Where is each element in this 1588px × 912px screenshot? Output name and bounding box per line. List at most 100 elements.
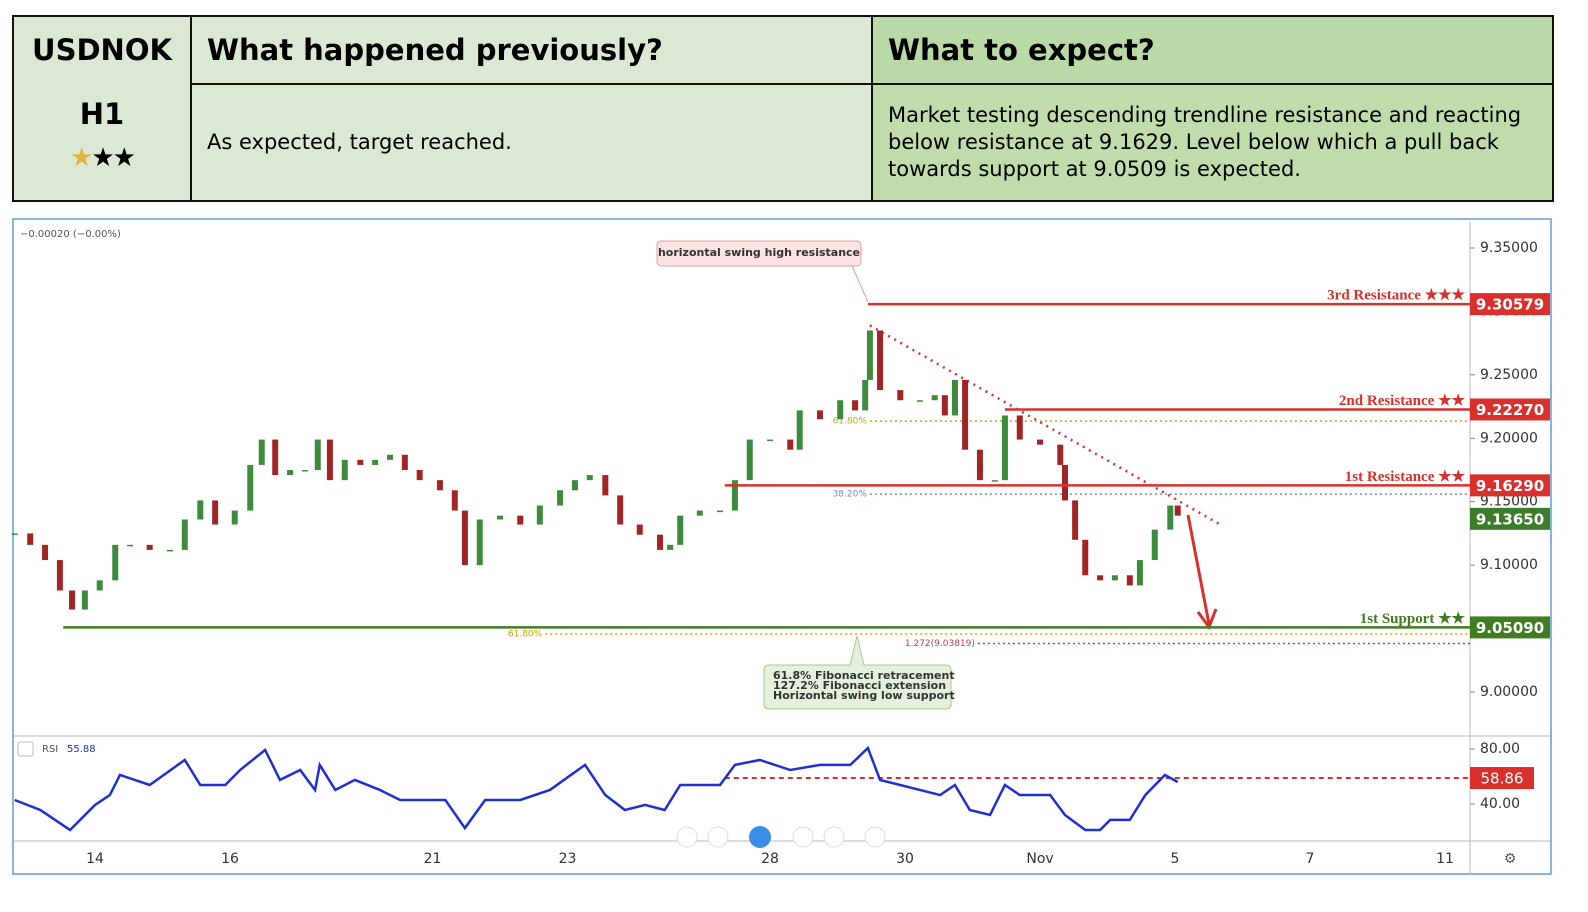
pane-toggle[interactable] <box>17 741 34 757</box>
candle <box>166 549 173 552</box>
fib-label: 38.20% <box>833 490 868 500</box>
level-label: 2nd Resistance ★★ <box>1339 393 1466 409</box>
zoom-in[interactable] <box>707 826 729 848</box>
candle <box>451 490 458 511</box>
rsi-last: 55.88 <box>67 744 96 755</box>
level-label: 1st Resistance ★★ <box>1345 469 1466 485</box>
candle <box>341 459 348 481</box>
candle <box>696 510 703 516</box>
candle <box>1126 575 1133 586</box>
callout-text: horizontal swing high resistance <box>658 246 860 259</box>
candle <box>146 544 153 550</box>
candle <box>326 439 333 481</box>
price-label: 9.16290 <box>1476 477 1544 495</box>
candle <box>461 510 468 566</box>
candle <box>416 470 423 481</box>
candle <box>866 330 873 380</box>
candle <box>42 544 49 561</box>
candle <box>877 330 884 391</box>
fib-label: 61.80% <box>833 417 868 427</box>
scroll-right[interactable] <box>823 826 845 848</box>
candle <box>897 390 904 401</box>
candle <box>617 495 624 525</box>
rsi-line <box>14 745 1179 832</box>
x-tick-label: 16 <box>221 851 239 867</box>
candle <box>976 449 983 481</box>
support-callout-text: 61.8% Fibonacci retracement <box>773 669 955 682</box>
candle <box>557 490 564 506</box>
price-label: 9.22270 <box>1476 401 1544 419</box>
candle <box>197 500 204 520</box>
rsi-tick-label: 80.00 <box>1480 741 1520 757</box>
y-tick-label: 9.00000 <box>1480 684 1538 700</box>
body-previous: As expected, target reached. <box>190 83 873 202</box>
rsi-level-box <box>1470 767 1534 790</box>
candle <box>1151 529 1158 561</box>
candle <box>96 580 103 591</box>
candle <box>497 515 504 520</box>
candle <box>796 410 803 450</box>
price-label-box <box>1470 398 1550 421</box>
candle <box>816 410 823 420</box>
support-callout-text: 127.2% Fibonacci extension <box>773 679 946 692</box>
candle <box>1057 444 1064 465</box>
projection-arrow <box>1186 514 1218 631</box>
y-tick-label: 9.10000 <box>1480 557 1538 573</box>
candle <box>112 544 119 581</box>
price-label: 9.30579 <box>1476 296 1544 314</box>
candle <box>11 533 18 535</box>
candle <box>1174 505 1181 516</box>
timeframe: H1 <box>79 97 125 131</box>
settings[interactable]: ⚙ <box>1504 851 1517 867</box>
candle <box>852 400 859 411</box>
price-label-box <box>1470 293 1550 316</box>
candle <box>1072 500 1079 540</box>
candle <box>517 515 524 525</box>
candle <box>536 505 543 525</box>
y-tick-label: 9.25000 <box>1480 367 1538 383</box>
y-tick-label: 9.35000 <box>1480 240 1538 256</box>
candle <box>586 475 593 481</box>
support-callout-text: Horizontal swing low support <box>773 689 955 702</box>
candle <box>1001 415 1008 481</box>
zoom-out[interactable] <box>676 826 698 848</box>
candle <box>69 590 76 610</box>
x-tick-label: 11 <box>1436 851 1454 867</box>
rsi-tick-label: 40.00 <box>1480 796 1520 812</box>
x-tick-label: 5 <box>1171 851 1180 867</box>
candle <box>1061 464 1068 501</box>
candle <box>1016 415 1023 440</box>
body-expect: Market testing descending trendline resi… <box>871 83 1554 202</box>
symbol: USDNOK <box>32 33 172 67</box>
candle <box>931 395 938 401</box>
rsi-name: RSI <box>42 744 58 755</box>
candle <box>258 439 265 465</box>
candle <box>127 544 134 547</box>
candle <box>837 400 844 420</box>
candle <box>212 500 219 525</box>
candle <box>301 470 308 472</box>
candle <box>636 524 643 535</box>
rating-stars: ★★★ <box>70 143 136 173</box>
x-tick-label: 28 <box>761 851 779 867</box>
candle <box>571 480 578 491</box>
current-price-box <box>1470 507 1550 530</box>
candle <box>386 454 393 460</box>
candle <box>287 470 294 476</box>
candle <box>787 439 794 450</box>
fullscreen[interactable] <box>749 826 771 848</box>
candle <box>667 544 674 550</box>
scroll-left[interactable] <box>792 826 814 848</box>
price-change: −0.00020 (−0.00%) <box>20 229 121 240</box>
candle <box>602 475 609 496</box>
candle <box>272 439 279 476</box>
candle <box>357 459 364 465</box>
candle <box>401 454 408 471</box>
current-price-label: 9.13650 <box>1476 510 1544 528</box>
x-tick-label: 23 <box>559 851 577 867</box>
candle <box>677 515 684 545</box>
reset[interactable] <box>864 826 886 848</box>
candle <box>81 590 88 610</box>
